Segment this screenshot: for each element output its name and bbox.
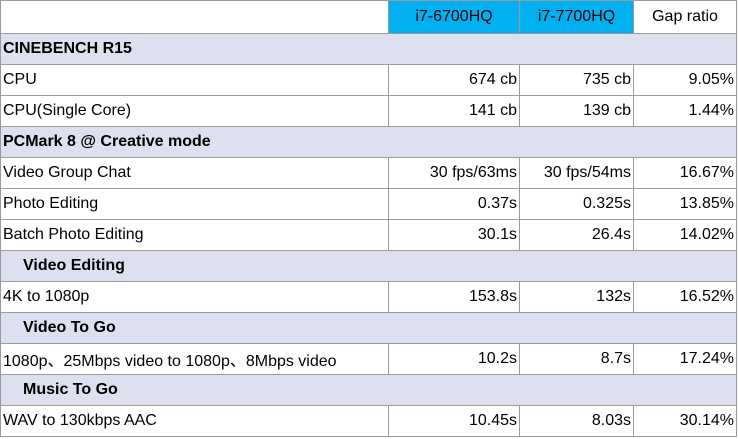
data-row: Batch Photo Editing 30.1s 26.4s 14.02% (0, 219, 737, 251)
data-row: WAV to 130kbps AAC 10.45s 8.03s 30.14% (0, 405, 737, 437)
value-cell: 674 cb (388, 64, 520, 96)
column-header: Gap ratio (633, 0, 737, 34)
row-label: CPU (0, 64, 389, 96)
row-label: Batch Photo Editing (0, 219, 389, 251)
value-cell: 17.24% (633, 343, 737, 375)
data-row: Video Group Chat 30 fps/63ms 30 fps/54ms 16… (0, 157, 737, 189)
value-cell: 8.7s (519, 343, 634, 375)
row-label: CPU(Single Core) (0, 95, 389, 127)
value-cell: 735 cb (519, 64, 634, 96)
value-cell: 30 fps/54ms (519, 157, 634, 189)
value-cell: 10.45s (388, 405, 520, 437)
data-row: 4K to 1080p 153.8s 132s 16.52% (0, 281, 737, 313)
data-row: 1080p、25Mbps video to 1080p、8Mbps video 1… (0, 343, 737, 375)
header-row: i7-6700HQ i7-7700HQ Gap ratio (0, 0, 737, 34)
column-header: i7-7700HQ (519, 0, 634, 34)
value-cell: 13.85% (633, 188, 737, 220)
column-header: i7-6700HQ (388, 0, 520, 34)
section-title: Music To Go (0, 374, 737, 406)
row-label: 4K to 1080p (0, 281, 389, 313)
value-cell: 8.03s (519, 405, 634, 437)
value-cell: 10.2s (388, 343, 520, 375)
value-cell: 16.52% (633, 281, 737, 313)
data-row: CPU(Single Core) 141 cb 139 cb 1.44% (0, 95, 737, 127)
value-cell: 16.67% (633, 157, 737, 189)
header-cell (0, 0, 389, 34)
value-cell: 153.8s (388, 281, 520, 313)
value-cell: 14.02% (633, 219, 737, 251)
row-label: WAV to 130kbps AAC (0, 405, 389, 437)
value-cell: 141 cb (388, 95, 520, 127)
section-row: Video To Go (0, 312, 737, 344)
value-cell: 0.37s (388, 188, 520, 220)
section-row: CINEBENCH R15 (0, 33, 737, 65)
section-row: Music To Go (0, 374, 737, 406)
value-cell: 1.44% (633, 95, 737, 127)
section-row: PCMark 8 @ Creative mode (0, 126, 737, 158)
section-title: CINEBENCH R15 (0, 33, 737, 65)
value-cell: 0.325s (519, 188, 634, 220)
section-title: Video To Go (0, 312, 737, 344)
data-row: Photo Editing 0.37s 0.325s 13.85% (0, 188, 737, 220)
row-label: Photo Editing (0, 188, 389, 220)
value-cell: 139 cb (519, 95, 634, 127)
data-row: CPU 674 cb 735 cb 9.05% (0, 64, 737, 96)
section-row: Video Editing (0, 250, 737, 282)
value-cell: 132s (519, 281, 634, 313)
value-cell: 30.14% (633, 405, 737, 437)
row-label: 1080p、25Mbps video to 1080p、8Mbps video (0, 343, 389, 375)
value-cell: 9.05% (633, 64, 737, 96)
value-cell: 26.4s (519, 219, 634, 251)
row-label: Video Group Chat (0, 157, 389, 189)
section-title: PCMark 8 @ Creative mode (0, 126, 737, 158)
value-cell: 30 fps/63ms (388, 157, 520, 189)
section-title: Video Editing (0, 250, 737, 282)
value-cell: 30.1s (388, 219, 520, 251)
